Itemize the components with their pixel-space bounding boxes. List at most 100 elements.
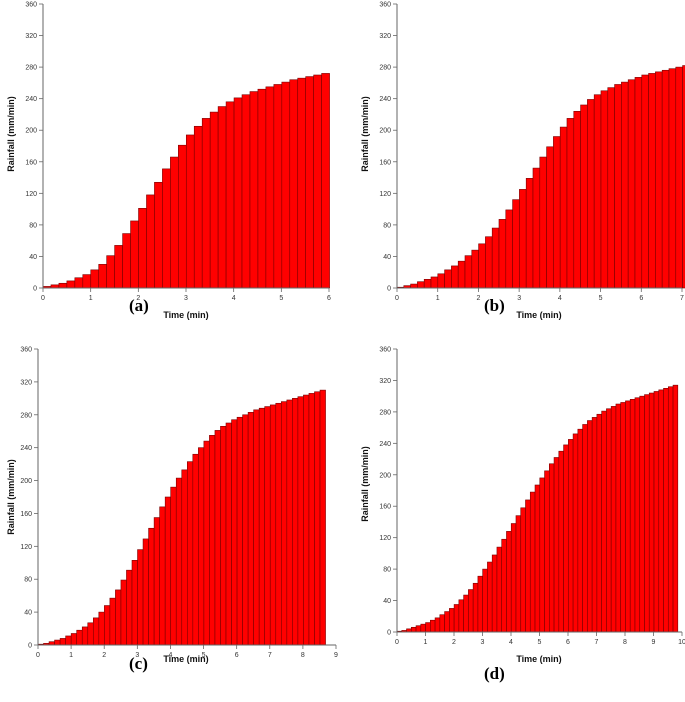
bar: [661, 69, 670, 289]
panel-label-d: (d): [484, 664, 505, 683]
chart-a: Rainfall (mm/min) Time (min) 04080120160…: [6, 2, 331, 321]
x-tick-label: 3: [481, 639, 485, 646]
bar: [606, 408, 612, 633]
x-tick-label: 2: [476, 295, 480, 302]
bar: [444, 269, 452, 289]
x-tick-label: 6: [639, 295, 643, 302]
bar: [90, 269, 100, 289]
bar: [314, 391, 321, 646]
bar: [572, 433, 579, 633]
x-tick-label: 6: [566, 639, 570, 646]
bar: [506, 531, 512, 633]
bar: [82, 274, 92, 289]
y-tick-label: 320: [20, 379, 32, 386]
bar: [130, 220, 139, 289]
bar: [258, 407, 266, 646]
bar: [667, 386, 674, 633]
bar: [241, 94, 251, 289]
y-tick-label: 280: [379, 409, 391, 416]
bar: [297, 396, 304, 646]
y-tick-label: 200: [379, 472, 391, 479]
y-axis-label: Rainfall (mm/min): [360, 446, 370, 522]
y-tick-label: 360: [25, 2, 37, 9]
y-tick-label: 120: [379, 191, 391, 198]
bar: [641, 74, 649, 289]
x-tick-label: 0: [41, 295, 45, 302]
y-tick-label: 160: [379, 159, 391, 166]
bar: [242, 414, 249, 646]
y-tick-label: 160: [20, 511, 32, 518]
bar: [281, 401, 288, 646]
bar: [593, 94, 602, 289]
bar: [153, 517, 160, 646]
bar: [471, 249, 479, 289]
y-tick-label: 0: [387, 286, 391, 293]
bar: [675, 66, 683, 289]
bar: [634, 397, 641, 633]
bar: [233, 97, 243, 289]
x-tick-label: 6: [327, 295, 331, 302]
bar: [257, 88, 267, 289]
bar: [289, 79, 299, 289]
bar: [529, 491, 536, 633]
bar: [655, 71, 663, 289]
bar: [131, 560, 138, 646]
bar: [539, 156, 547, 289]
x-tick-label: 9: [652, 639, 656, 646]
bar: [580, 104, 588, 289]
bar: [458, 599, 464, 633]
bar: [639, 395, 645, 633]
y-tick-label: 240: [20, 445, 32, 452]
bar: [214, 430, 221, 646]
bar: [587, 420, 593, 633]
bar: [273, 84, 283, 289]
bar: [549, 463, 555, 633]
bar: [519, 189, 527, 289]
bar: [463, 594, 469, 633]
y-tick-label: 80: [383, 567, 391, 574]
bar: [487, 561, 493, 633]
bar: [154, 181, 163, 289]
y-tick-label: 0: [28, 643, 32, 650]
bar: [170, 486, 177, 646]
bar: [203, 440, 210, 646]
bar: [303, 394, 310, 646]
bar: [98, 611, 105, 646]
bar: [159, 506, 166, 646]
bar: [477, 575, 483, 633]
bar: [520, 507, 526, 633]
bar: [109, 597, 116, 646]
bar: [648, 73, 656, 289]
bar: [472, 582, 479, 633]
bar: [464, 255, 473, 289]
y-axis-label: Rainfall (mm/min): [360, 96, 370, 172]
x-tick-label: 1: [424, 639, 428, 646]
x-tick-label: 2: [102, 652, 106, 659]
bar: [275, 402, 282, 646]
bar: [498, 219, 507, 289]
bar: [292, 398, 299, 646]
y-tick-label: 80: [383, 222, 391, 229]
y-tick-label: 120: [25, 191, 37, 198]
bar: [236, 416, 243, 646]
bar: [209, 111, 219, 289]
panel-label-c: (c): [129, 654, 148, 673]
x-tick-label: 6: [235, 652, 239, 659]
bar: [185, 134, 195, 289]
bar: [634, 77, 643, 289]
bar: [510, 523, 517, 633]
bar: [138, 208, 147, 289]
bar: [415, 625, 422, 633]
bar: [54, 639, 61, 646]
bar: [525, 499, 531, 633]
bar: [114, 245, 123, 289]
bar: [546, 146, 554, 289]
y-tick-label: 80: [29, 222, 37, 229]
bar: [453, 604, 460, 633]
x-tick-label: 5: [202, 652, 206, 659]
x-tick-label: 3: [184, 295, 188, 302]
y-tick-label: 0: [387, 630, 391, 637]
x-tick-label: 4: [558, 295, 562, 302]
bar: [601, 410, 607, 633]
bar: [281, 81, 291, 289]
